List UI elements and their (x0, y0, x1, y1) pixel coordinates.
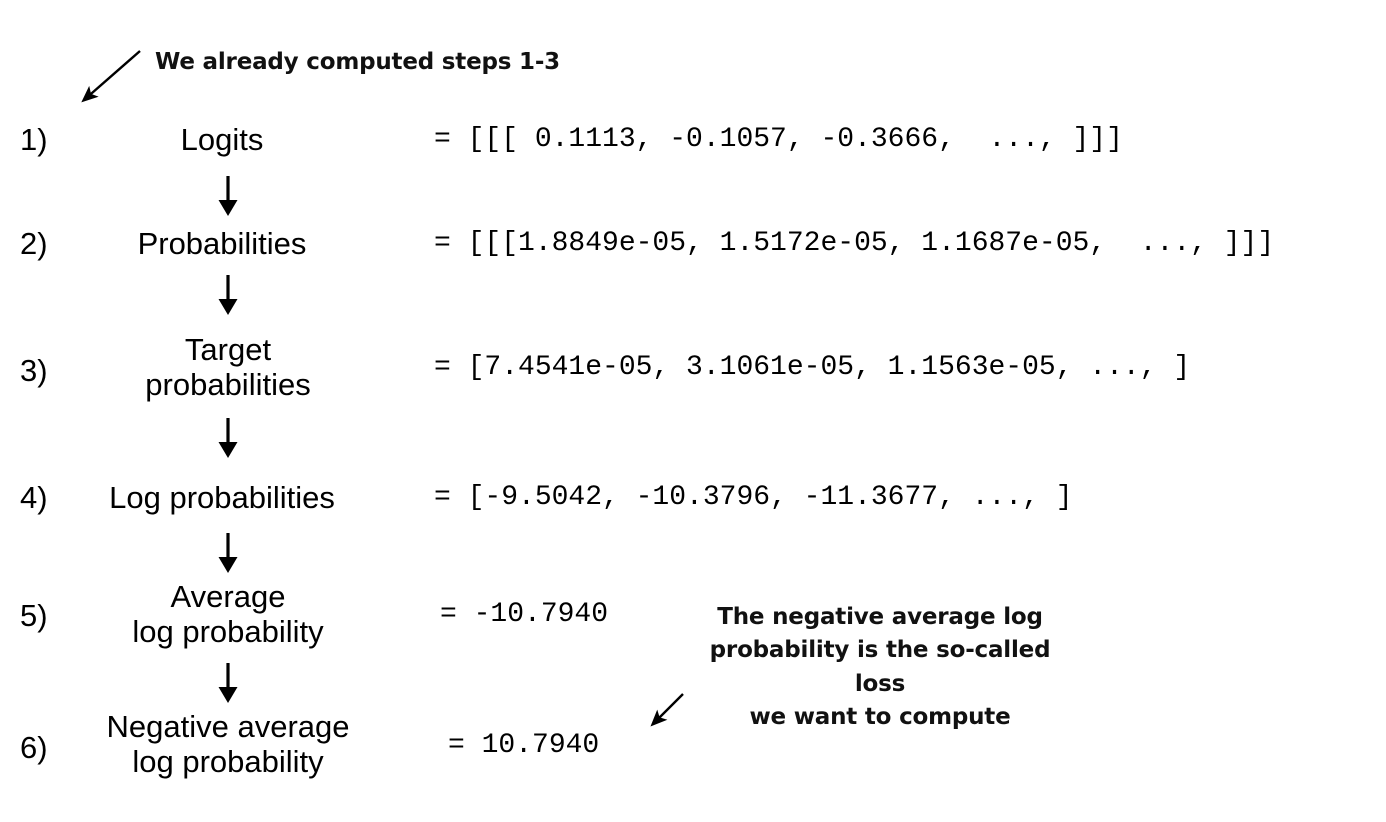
callout-arrow-top (81, 50, 141, 103)
step-number-5: 5) (20, 598, 48, 633)
step-value-average-log-probability: = -10.7940 (440, 599, 609, 630)
callout-top-text: We already computed steps 1-3 (155, 49, 560, 75)
step-number-1: 1) (20, 122, 48, 157)
callout-loss-text: The negative average log probability is … (709, 604, 1051, 731)
step-number-6: 6) (20, 730, 48, 765)
callout-arrow-loss (650, 693, 684, 727)
step-value-probabilities: = [[[1.8849e-05, 1.5172e-05, 1.1687e-05,… (434, 228, 1275, 259)
step-label-target-probabilities: Target probabilities (145, 332, 311, 402)
step-label-average-log-probability: Average log probability (132, 579, 324, 649)
step-number-4: 4) (20, 480, 48, 515)
step-label-negative-average-log-probability: Negative average log probability (106, 709, 350, 779)
arrow-probabilities-to-target (218, 275, 238, 315)
step-number-3: 3) (20, 353, 48, 388)
arrow-logits-to-probabilities (218, 176, 238, 216)
step-value-negative-average-log-probability: = 10.7940 (448, 730, 600, 761)
step-label-logits: Logits (180, 122, 264, 157)
arrow-logprobs-to-average (218, 533, 238, 573)
arrow-target-to-logprobs (218, 418, 238, 458)
step-label-log-probabilities: Log probabilities (109, 480, 335, 515)
step-number-2: 2) (20, 226, 48, 261)
step-value-target-probabilities: = [7.4541e-05, 3.1061e-05, 1.1563e-05, .… (434, 352, 1191, 383)
step-label-probabilities: Probabilities (137, 226, 307, 261)
step-value-logits: = [[[ 0.1113, -0.1057, -0.3666, ..., ]]] (434, 124, 1123, 155)
step-value-log-probabilities: = [-9.5042, -10.3796, -11.3677, ..., ] (434, 482, 1073, 513)
arrow-average-to-negative (218, 663, 238, 703)
